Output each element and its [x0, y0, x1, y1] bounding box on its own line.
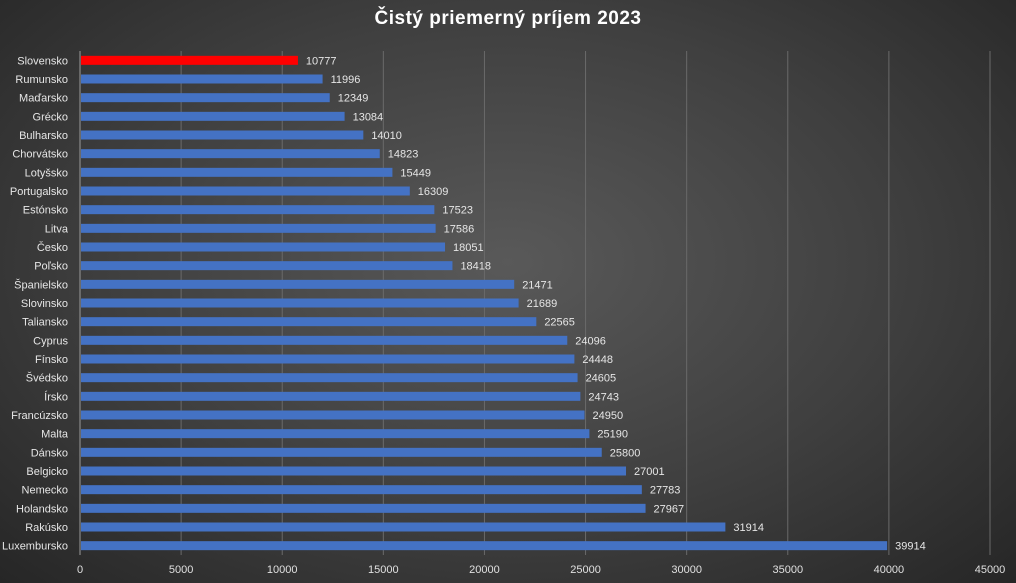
bar — [81, 317, 537, 327]
data-label: 27967 — [654, 503, 685, 515]
bar — [81, 522, 726, 532]
data-label: 22565 — [544, 317, 575, 329]
category-label: Portugalsko — [10, 186, 68, 198]
bar — [81, 93, 330, 103]
bar — [81, 261, 453, 271]
category-label: Slovinsko — [21, 298, 68, 310]
bar — [81, 410, 585, 420]
data-label: 14010 — [371, 130, 402, 142]
bar — [81, 354, 575, 364]
bar — [81, 279, 515, 289]
category-label: Nemecko — [22, 485, 68, 497]
category-label: Holandsko — [16, 503, 68, 515]
x-tick-label: 30000 — [671, 564, 702, 576]
data-label: 25800 — [610, 447, 641, 459]
x-tick-label: 20000 — [469, 564, 500, 576]
category-label: Dánsko — [31, 447, 68, 459]
category-label: Írsko — [44, 390, 68, 403]
data-label: 11996 — [331, 74, 361, 86]
bar — [81, 485, 642, 495]
bar — [81, 74, 323, 84]
bar — [81, 186, 410, 196]
category-label: Švédsko — [26, 372, 68, 385]
data-label: 16309 — [418, 186, 449, 198]
category-label: Maďarsko — [19, 93, 68, 105]
data-label: 24096 — [575, 335, 606, 347]
category-label: Španielsko — [14, 278, 68, 291]
bar — [81, 55, 298, 65]
bar — [81, 167, 393, 177]
data-label: 17523 — [442, 205, 473, 217]
x-tick-label: 15000 — [368, 564, 399, 576]
data-label: 39914 — [895, 541, 926, 553]
category-label: Chorvátsko — [12, 149, 68, 161]
data-label: 18051 — [453, 242, 484, 254]
category-label: Grécko — [33, 111, 68, 123]
bar — [81, 298, 519, 308]
bar — [81, 466, 627, 476]
category-label: Poľsko — [34, 261, 68, 273]
bar — [81, 130, 364, 140]
bar — [81, 541, 888, 551]
category-label: Fínsko — [35, 354, 68, 366]
data-label: 17586 — [444, 223, 475, 235]
bar — [81, 391, 581, 401]
category-label: Lotyšsko — [25, 167, 68, 179]
x-tick-label: 5000 — [169, 564, 193, 576]
category-label: Cyprus — [33, 335, 68, 347]
category-label: Belgicko — [26, 466, 68, 478]
category-label: Taliansko — [22, 317, 68, 329]
bar — [81, 503, 646, 513]
category-label: Litva — [45, 223, 69, 235]
data-label: 24448 — [582, 354, 613, 366]
x-tick-label: 10000 — [267, 564, 298, 576]
category-label: Slovensko — [17, 55, 68, 67]
category-label: Luxembursko — [2, 541, 68, 553]
data-label: 21689 — [527, 298, 558, 310]
bar — [81, 111, 345, 121]
data-label: 13084 — [353, 111, 384, 123]
data-label: 18418 — [460, 261, 491, 273]
bar — [81, 447, 602, 457]
x-tick-label: 25000 — [570, 564, 601, 576]
bar — [81, 242, 446, 252]
bar — [81, 223, 436, 233]
data-label: 15449 — [400, 167, 431, 179]
data-label: 27783 — [650, 485, 681, 497]
category-label: Bulharsko — [19, 130, 68, 142]
chart-title: Čistý priemerný príjem 2023 — [374, 8, 642, 29]
x-tick-label: 45000 — [975, 564, 1006, 576]
data-label: 14823 — [388, 149, 419, 161]
x-tick-label: 0 — [77, 564, 83, 576]
data-label: 10777 — [306, 55, 337, 67]
data-label: 25190 — [597, 429, 628, 441]
data-label: 21471 — [522, 279, 553, 291]
data-label: 24743 — [588, 391, 619, 403]
data-label: 12349 — [338, 93, 369, 105]
bar — [81, 429, 590, 439]
category-label: Česko — [37, 241, 68, 254]
category-label: Rakúsko — [25, 522, 68, 534]
x-tick-label: 40000 — [874, 564, 905, 576]
data-label: 31914 — [733, 522, 764, 534]
category-label: Francúzsko — [11, 410, 68, 422]
data-label: 27001 — [634, 466, 665, 478]
bar — [81, 149, 380, 159]
data-label: 24605 — [586, 373, 617, 385]
category-label: Rumunsko — [15, 74, 68, 86]
bar — [81, 205, 435, 215]
x-tick-label: 35000 — [772, 564, 803, 576]
data-label: 24950 — [593, 410, 624, 422]
category-label: Malta — [41, 429, 69, 441]
category-label: Estónsko — [23, 205, 68, 217]
bar — [81, 335, 568, 345]
bar — [81, 373, 578, 383]
